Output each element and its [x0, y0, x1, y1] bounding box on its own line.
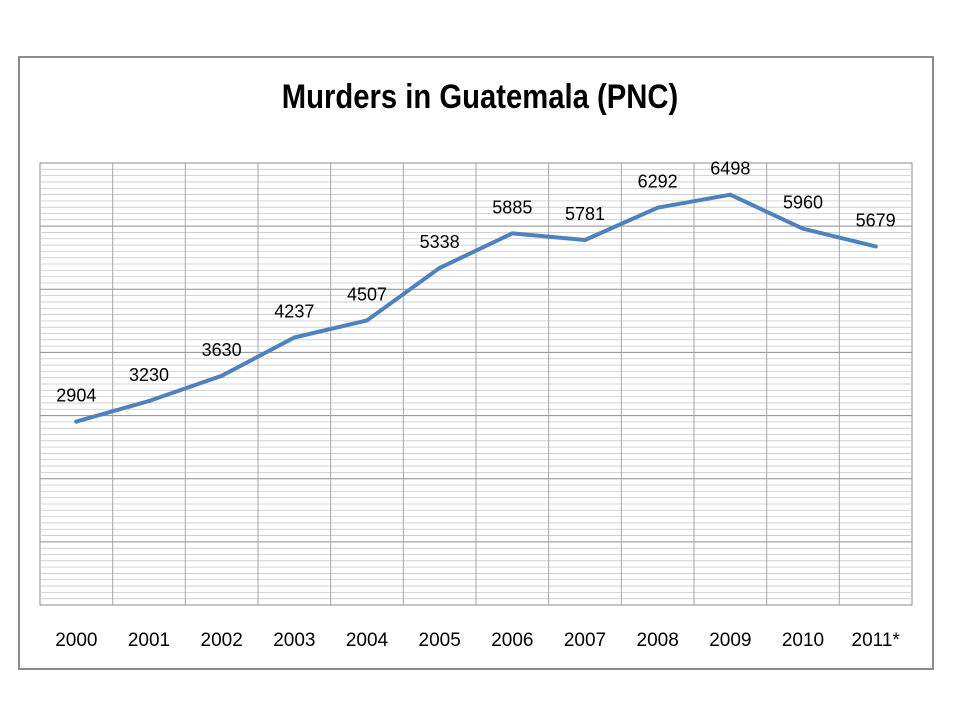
data-point-2009: [728, 192, 733, 197]
series-layer: [74, 192, 878, 424]
gridlines: [39, 162, 913, 606]
data-label-2009: 6498: [710, 159, 750, 179]
x-tick-label-2011: 2011*: [852, 630, 901, 651]
x-tick-label-2002: 2002: [201, 630, 243, 651]
x-tick-label-2004: 2004: [346, 630, 389, 651]
data-label-2001: 3230: [129, 365, 169, 385]
x-tick-label-2001: 2001: [128, 630, 170, 651]
data-label-2008: 6292: [638, 172, 678, 192]
data-point-2000: [74, 419, 79, 424]
x-tick-label-2005: 2005: [419, 630, 461, 651]
data-point-2008: [655, 205, 660, 210]
x-tick-label-2008: 2008: [637, 630, 679, 651]
data-label-2007: 5781: [565, 204, 605, 224]
data-point-2007: [583, 237, 587, 242]
data-label-2004: 4507: [347, 284, 387, 304]
data-point-2004: [365, 318, 369, 323]
series-line-0: [74, 192, 878, 424]
x-tick-label-2009: 2009: [709, 630, 751, 651]
x-tick-label-2007: 2007: [564, 630, 606, 651]
data-label-2010: 5960: [783, 193, 823, 213]
data-point-2010: [801, 226, 805, 231]
data-point-2002: [219, 373, 224, 378]
x-axis-ticks: 2000 2001 2002 2003 2004 2005 2006 2007 2008 2009…: [55, 630, 900, 651]
x-tick-label-2006: 2006: [491, 630, 533, 651]
data-label-2002: 3630: [202, 340, 242, 360]
data-label-2006: 5885: [492, 197, 532, 217]
x-tick-label-2010: 2010: [782, 630, 824, 651]
data-point-2001: [147, 399, 151, 404]
data-labels: 2904 3230 3630 4237 4507 5338 5885 5781 6292 6498…: [56, 159, 895, 406]
data-point-2011: [873, 244, 878, 249]
data-point-2006: [510, 231, 515, 236]
data-point-2005: [437, 265, 442, 270]
data-label-2000: 2904: [56, 386, 96, 406]
data-point-2003: [292, 335, 297, 340]
data-label-2003: 4237: [274, 301, 314, 321]
x-tick-label-2000: 2000: [55, 630, 97, 651]
x-tick-label-2003: 2003: [273, 630, 315, 651]
data-label-2011: 5679: [856, 210, 896, 230]
data-label-2005: 5338: [420, 232, 460, 252]
chart-title: Murders in Guatemala (PNC): [281, 78, 679, 116]
